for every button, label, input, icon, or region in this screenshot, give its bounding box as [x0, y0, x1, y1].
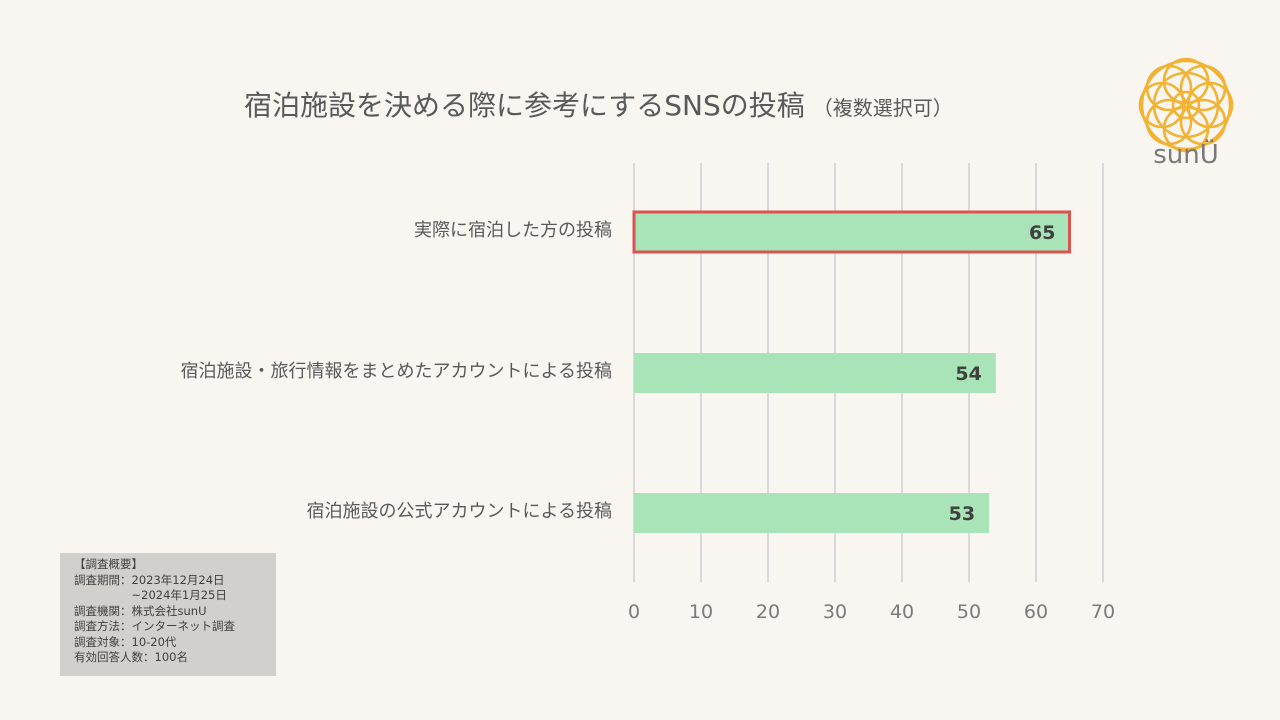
category-label: 実際に宿泊した方の投稿 — [414, 220, 612, 241]
summary-line: 有効回答人数：100名 — [74, 650, 188, 664]
category-label: 宿泊施設・旅行情報をまとめたアカウントによる投稿 — [181, 361, 612, 382]
summary-line: 調査機関：株式会社sunU — [74, 603, 207, 618]
chart-title-main: 宿泊施設を決める際に参考にするSNSの投稿 — [244, 89, 805, 122]
sunu-logo-icon — [1138, 57, 1234, 153]
data-label: 53 — [949, 503, 975, 525]
x-tick-label: 10 — [689, 601, 713, 623]
summary-line: 調査対象：10-20代 — [74, 634, 177, 649]
x-tick-label: 60 — [1024, 601, 1048, 623]
bar — [634, 493, 990, 533]
brand-name: sunÜ — [1153, 140, 1219, 170]
summary-line: 調査方法：インターネット調査 — [74, 619, 235, 633]
x-tick-label: 30 — [823, 601, 847, 623]
data-label: 65 — [1029, 222, 1055, 244]
x-tick-label: 40 — [890, 601, 914, 623]
chart-title: 宿泊施設を決める際に参考にするSNSの投稿 （複数選択可） — [244, 84, 953, 124]
data-label: 54 — [955, 363, 981, 385]
summary-line: 調査期間：2023年12月24日 — [74, 572, 225, 587]
chart-subtitle: （複数選択可） — [812, 96, 953, 120]
bar — [632, 210, 1071, 254]
x-tick-label: 20 — [756, 601, 780, 623]
category-label: 宿泊施設の公式アカウントによる投稿 — [307, 501, 612, 522]
x-tick-label: 70 — [1091, 601, 1115, 623]
x-tick-label: 50 — [957, 601, 981, 623]
bar — [634, 353, 996, 393]
survey-summary: 【調査概要】 調査期間：2023年12月24日 ~2024年1月25日 調査機関… — [60, 553, 276, 676]
summary-heading: 【調査概要】 — [74, 557, 143, 571]
summary-line: ~2024年1月25日 — [74, 588, 227, 602]
x-tick-label: 0 — [628, 601, 640, 623]
